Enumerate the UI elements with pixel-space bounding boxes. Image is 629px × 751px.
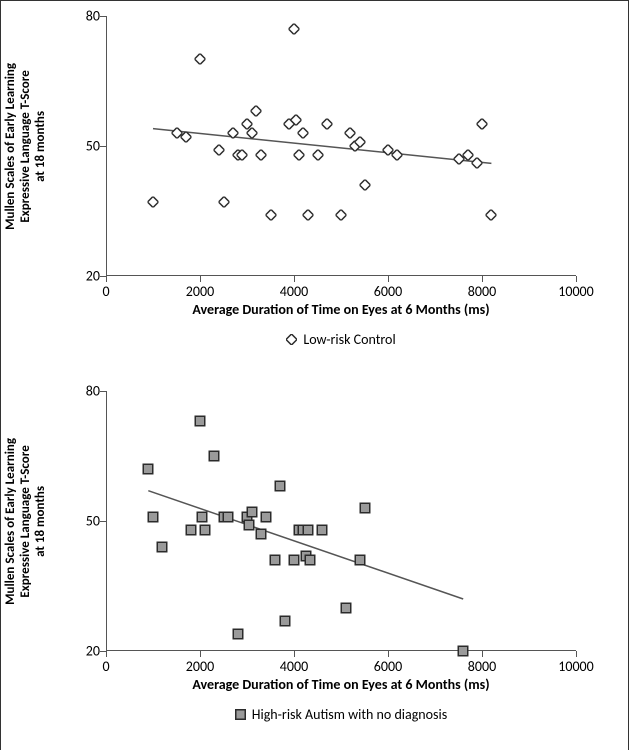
x-tick [200,276,201,282]
data-point [359,503,370,514]
data-point [244,520,255,531]
y-tick-label: 20 [76,643,100,660]
x-tick-label: 8000 [468,283,496,300]
x-tick [388,276,389,282]
data-point [199,524,210,535]
data-point [246,128,257,139]
x-tick [482,651,483,657]
data-point [392,149,403,160]
x-tick [576,651,577,657]
x-tick-label: 4000 [280,658,308,675]
data-point [246,507,257,518]
data-point [293,149,304,160]
legend-label: High-risk Autism with no diagnosis [252,706,447,723]
data-point [195,54,206,65]
data-point [237,149,248,160]
figure: 0200040006000800010000205080Mullen Scale… [0,0,629,750]
x-tick [576,276,577,282]
x-tick [294,651,295,657]
data-point [317,524,328,535]
data-point [354,555,365,566]
y-tick [100,276,106,277]
x-tick [294,276,295,282]
data-point [321,119,332,130]
data-point [340,602,351,613]
legend: High-risk Autism with no diagnosis [106,706,576,724]
y-tick-label: 50 [76,138,100,155]
x-axis-label: Average Duration of Time on Eyes at 6 Mo… [106,676,576,693]
data-point [265,210,276,221]
data-point [143,464,154,475]
y-tick-label: 80 [76,383,100,400]
x-tick [200,651,201,657]
data-point [256,529,267,540]
x-tick-label: 10000 [558,658,593,675]
x-axis-label: Average Duration of Time on Eyes at 6 Mo… [106,301,576,318]
data-point [232,628,243,639]
y-axis-label: Mullen Scales of Early Learning Expressi… [1,391,51,651]
x-tick-label: 6000 [374,283,402,300]
data-point [305,555,316,566]
x-tick-label: 10000 [558,283,593,300]
data-point [157,542,168,553]
x-tick [388,651,389,657]
x-tick-label: 4000 [280,283,308,300]
x-tick-label: 0 [102,283,109,300]
data-point [180,132,191,143]
y-tick [100,651,106,652]
data-point [185,524,196,535]
data-point [303,524,314,535]
legend-marker-icon [235,707,246,724]
data-point [256,149,267,160]
data-point [472,158,483,169]
data-point [477,119,488,130]
x-tick-label: 2000 [186,283,214,300]
x-tick [106,651,107,657]
data-point [227,128,238,139]
data-point [458,646,469,657]
panel-bottom: 0200040006000800010000205080Mullen Scale… [1,376,628,751]
data-point [279,615,290,626]
x-tick-label: 8000 [468,658,496,675]
x-tick [482,276,483,282]
legend-label: Low-risk Control [303,331,395,348]
y-tick-label: 50 [76,513,100,530]
data-point [486,210,497,221]
trend-line [106,16,576,276]
data-point [260,511,271,522]
data-point [354,136,365,147]
data-point [270,555,281,566]
plot-bottom: 0200040006000800010000205080 [106,391,576,651]
data-point [197,511,208,522]
x-tick-label: 0 [102,658,109,675]
data-point [359,180,370,191]
data-point [209,451,220,462]
y-tick-label: 80 [76,8,100,25]
data-point [289,24,300,35]
data-point [336,210,347,221]
data-point [289,555,300,566]
legend-marker-icon [286,332,297,349]
plot-top: 0200040006000800010000205080 [106,16,576,276]
data-point [148,511,159,522]
panel-top: 0200040006000800010000205080Mullen Scale… [1,1,628,378]
data-point [213,145,224,156]
data-point [312,149,323,160]
data-point [251,106,262,117]
y-axis-label: Mullen Scales of Early Learning Expressi… [1,16,51,276]
data-point [148,197,159,208]
data-point [303,210,314,221]
data-point [274,481,285,492]
y-tick-label: 20 [76,268,100,285]
legend: Low-risk Control [106,331,576,349]
data-point [195,416,206,427]
data-point [218,197,229,208]
x-tick-label: 2000 [186,658,214,675]
data-point [298,128,309,139]
data-point [223,511,234,522]
x-tick [106,276,107,282]
x-tick-label: 6000 [374,658,402,675]
data-point [291,115,302,126]
